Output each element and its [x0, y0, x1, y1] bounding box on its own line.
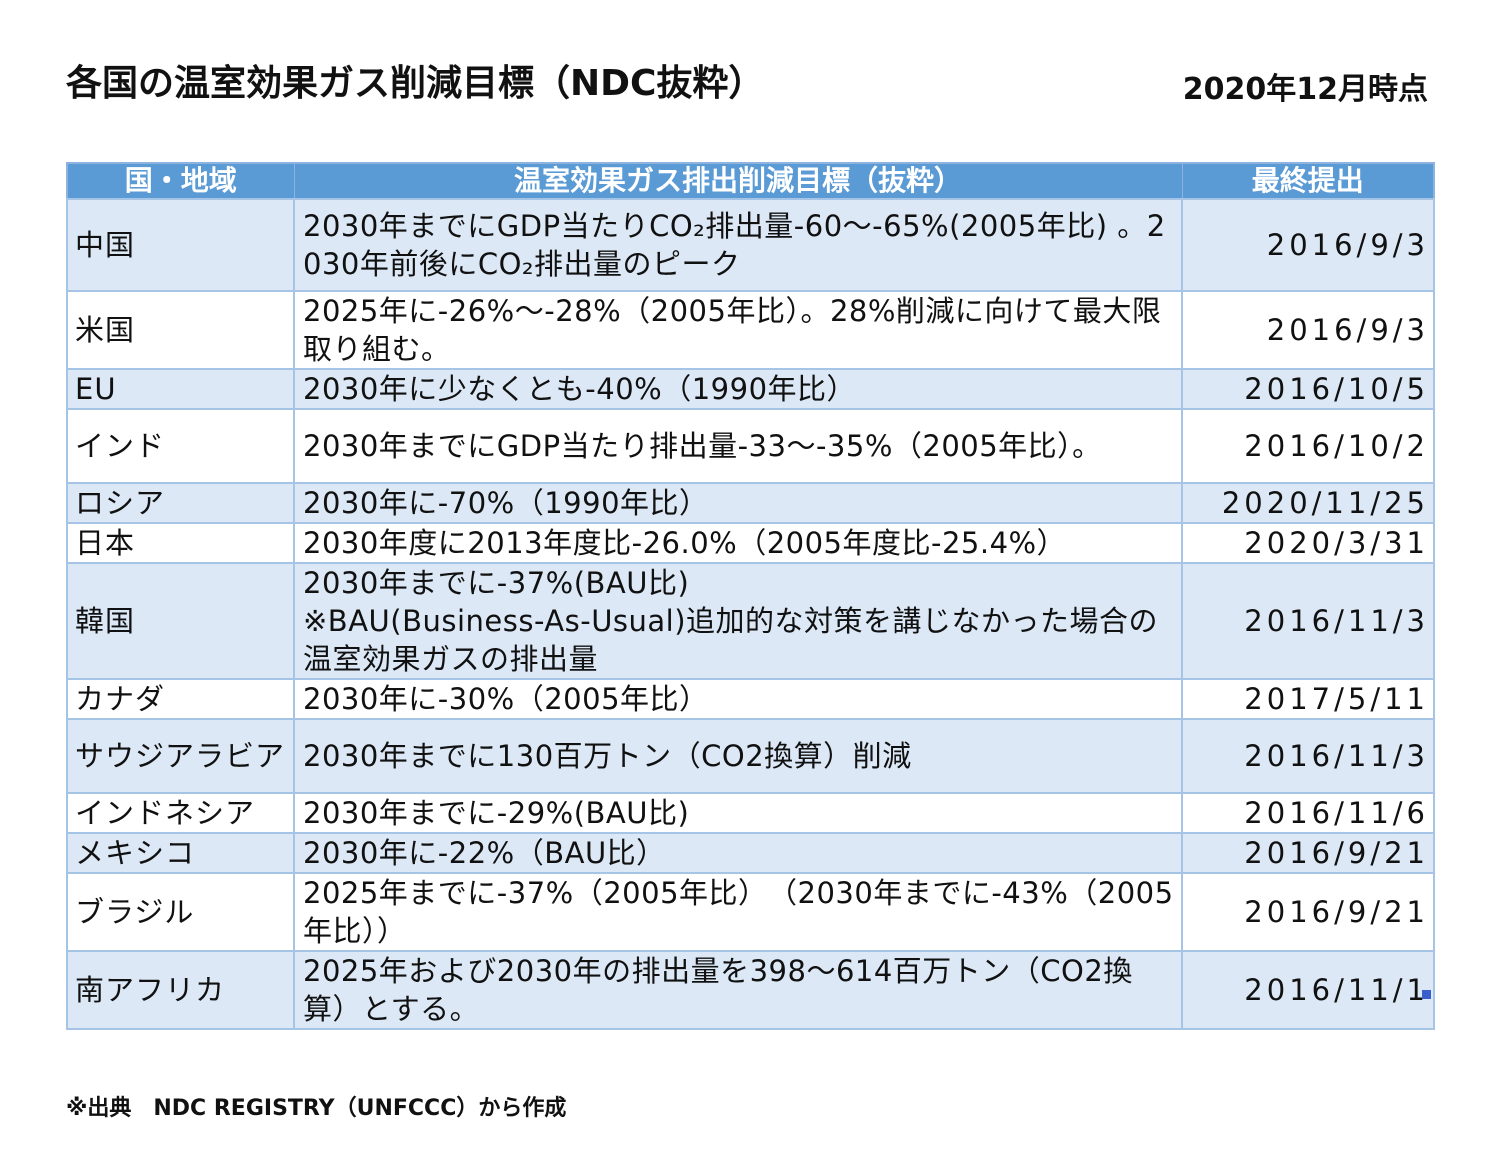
- table-row: サウジアラビア 2030年までに130百万トン（CO2換算）削減 2016/11…: [66, 718, 1435, 794]
- table-row: ブラジル 2025年までに-37%（2005年比） （2030年までに-43%（…: [66, 872, 1435, 952]
- date-cell: 2016/11/3: [1181, 562, 1435, 680]
- table-row: カナダ 2030年に-30%（2005年比） 2017/5/11: [66, 678, 1435, 720]
- table-row: 日本 2030年度に2013年度比-26.0%（2005年度比-25.4%） 2…: [66, 522, 1435, 564]
- target-cell: 2030年に-30%（2005年比）: [293, 678, 1183, 720]
- country-cell: 中国: [66, 198, 295, 292]
- target-cell: 2030年までに-29%(BAU比): [293, 792, 1183, 834]
- target-note: ※BAU(Business-As-Usual)追加的な対策を講じなかった場合の温…: [303, 604, 1159, 676]
- date-cell: 2017/5/11: [1181, 678, 1435, 720]
- date-cell: 2016/9/3: [1181, 198, 1435, 292]
- table-row: ロシア 2030年に-70%（1990年比） 2020/11/25: [66, 482, 1435, 524]
- table-row: 米国 2025年に-26%～-28%（2005年比）。28%削減に向けて最大限取…: [66, 290, 1435, 370]
- target-cell: 2030年までに-37%(BAU比) ※BAU(Business-As-Usua…: [293, 562, 1183, 680]
- date-cell: 2016/11/6: [1181, 792, 1435, 834]
- date-cell: 2016/11/3: [1181, 718, 1435, 794]
- table-row: インドネシア 2030年までに-29%(BAU比) 2016/11/6: [66, 792, 1435, 834]
- country-cell: カナダ: [66, 678, 295, 720]
- target-cell: 2030年に-70%（1990年比）: [293, 482, 1183, 524]
- as-of-date: 2020年12月時点: [1182, 72, 1428, 107]
- country-cell: ブラジル: [66, 872, 295, 952]
- country-cell: ロシア: [66, 482, 295, 524]
- country-cell: 米国: [66, 290, 295, 370]
- target-cell: 2030年までに130百万トン（CO2換算）削減: [293, 718, 1183, 794]
- country-cell: EU: [66, 368, 295, 410]
- country-cell: 南アフリカ: [66, 950, 295, 1030]
- header-date: 最終提出: [1181, 162, 1435, 200]
- table-row: 韓国 2030年までに-37%(BAU比) ※BAU(Business-As-U…: [66, 562, 1435, 680]
- page-title: 各国の温室効果ガス削減目標（NDC抜粋）: [66, 63, 765, 104]
- country-cell: サウジアラビア: [66, 718, 295, 794]
- date-cell: 2016/9/3: [1181, 290, 1435, 370]
- target-cell: 2030年までにGDP当たりCO₂排出量-60～-65%(2005年比) 。20…: [293, 198, 1183, 292]
- date-cell: 2016/10/2: [1181, 408, 1435, 484]
- country-cell: 韓国: [66, 562, 295, 680]
- date-cell: 2016/9/21: [1181, 872, 1435, 952]
- target-text: 2030年までに-37%(BAU比): [303, 566, 690, 600]
- country-cell: インド: [66, 408, 295, 484]
- table-row: 中国 2030年までにGDP当たりCO₂排出量-60～-65%(2005年比) …: [66, 198, 1435, 292]
- target-cell: 2025年までに-37%（2005年比） （2030年までに-43%（2005年…: [293, 872, 1183, 952]
- target-cell: 2025年および2030年の排出量を398～614百万トン（CO2換算）とする。: [293, 950, 1183, 1030]
- date-cell: 2020/11/25: [1181, 482, 1435, 524]
- country-cell: 日本: [66, 522, 295, 564]
- source-note: ※出典 NDC REGISTRY（UNFCCC）から作成: [66, 1096, 567, 1121]
- table-row: EU 2030年に少なくとも-40%（1990年比） 2016/10/5: [66, 368, 1435, 410]
- header-country: 国・地域: [66, 162, 295, 200]
- ndc-table: 国・地域 温室効果ガス排出削減目標（抜粋） 最終提出 中国 2030年までにGD…: [66, 162, 1435, 1030]
- date-cell: 2016/9/21: [1181, 832, 1435, 874]
- target-cell: 2030年までにGDP当たり排出量-33～-35%（2005年比）。: [293, 408, 1183, 484]
- table-row: インド 2030年までにGDP当たり排出量-33～-35%（2005年比）。 2…: [66, 408, 1435, 484]
- table-row: メキシコ 2030年に-22%（BAU比） 2016/9/21: [66, 832, 1435, 874]
- country-cell: メキシコ: [66, 832, 295, 874]
- target-cell: 2025年に-26%～-28%（2005年比）。28%削減に向けて最大限取り組む…: [293, 290, 1183, 370]
- table-resize-handle: [1422, 990, 1431, 999]
- date-cell: 2020/3/31: [1181, 522, 1435, 564]
- table-row: 南アフリカ 2025年および2030年の排出量を398～614百万トン（CO2換…: [66, 950, 1435, 1030]
- date-cell: 2016/11/1: [1181, 950, 1435, 1030]
- target-cell: 2030年に-22%（BAU比）: [293, 832, 1183, 874]
- header-target: 温室効果ガス排出削減目標（抜粋）: [293, 162, 1183, 200]
- date-cell: 2016/10/5: [1181, 368, 1435, 410]
- target-cell: 2030年に少なくとも-40%（1990年比）: [293, 368, 1183, 410]
- table-header-row: 国・地域 温室効果ガス排出削減目標（抜粋） 最終提出: [66, 162, 1435, 200]
- target-cell: 2030年度に2013年度比-26.0%（2005年度比-25.4%）: [293, 522, 1183, 564]
- country-cell: インドネシア: [66, 792, 295, 834]
